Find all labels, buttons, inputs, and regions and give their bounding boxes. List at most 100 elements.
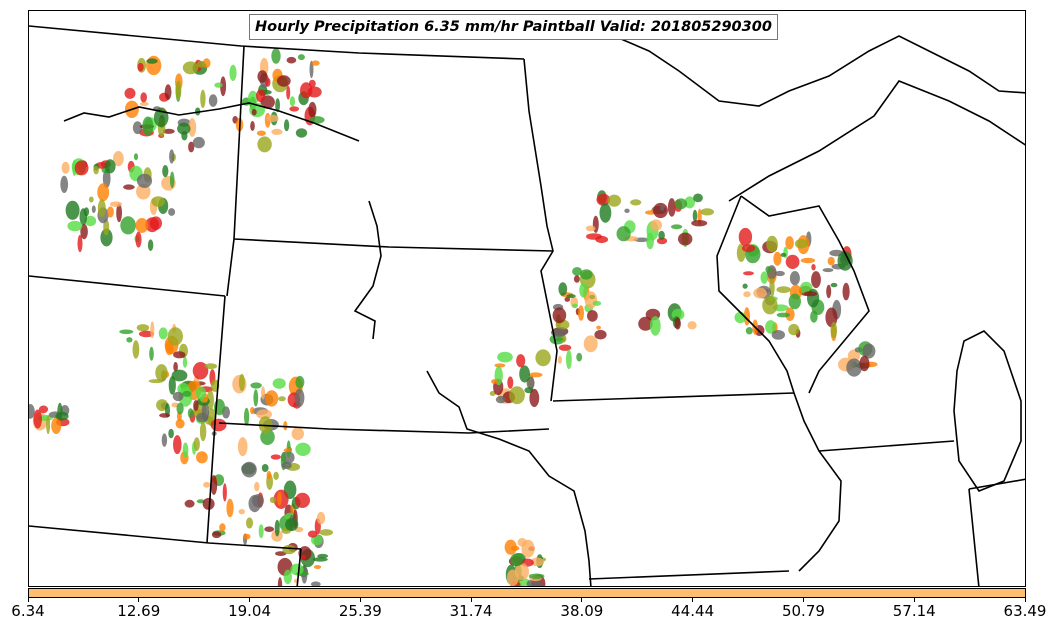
precip-blob [316, 511, 326, 525]
border-wyoming-east [206, 295, 226, 544]
precip-blob [734, 311, 747, 324]
precip-blob [210, 418, 227, 432]
precip-blob [529, 388, 540, 408]
precip-blob [785, 307, 795, 321]
precip-blob [528, 372, 543, 378]
colorbar-tick-label: 44.44 [671, 602, 715, 620]
precip-blob [202, 497, 215, 510]
border-montana-south [29, 25, 525, 60]
precip-blob [630, 199, 642, 206]
border-montana-east [226, 45, 245, 297]
precip-blob [271, 128, 283, 135]
precip-blob [319, 529, 334, 536]
precip-blob [253, 389, 259, 407]
precip-blob [494, 363, 506, 368]
precip-blob [607, 194, 621, 207]
colorbar-tick-label: 6.34 [11, 602, 45, 620]
precip-blob [300, 82, 313, 99]
colorbar-tick [913, 598, 915, 602]
precip-blob [100, 228, 113, 247]
precip-blob [674, 198, 688, 210]
river-missouri [426, 370, 592, 586]
precip-blob [742, 283, 748, 289]
precip-blob [192, 136, 205, 149]
precip-blob [103, 218, 110, 236]
precip-blob [773, 251, 782, 266]
precip-blob [312, 557, 328, 562]
colorbar-tick [470, 598, 472, 602]
precip-blob [811, 264, 816, 271]
precip-blob [309, 60, 314, 79]
precip-blob [519, 365, 530, 383]
montana-river [63, 102, 360, 142]
precip-blob [592, 300, 602, 306]
precip-blob [175, 418, 185, 429]
precip-blob [51, 417, 62, 435]
precip-blob [286, 56, 297, 64]
precip-blob [246, 517, 253, 529]
precip-blob [248, 90, 258, 106]
precip-blob [177, 122, 191, 135]
precip-blob [309, 116, 325, 124]
precip-blob [278, 396, 286, 402]
border-colorado-east [296, 548, 302, 586]
precip-blob [173, 435, 182, 455]
precip-blob [175, 80, 182, 100]
precip-blob [616, 226, 631, 242]
precip-blob [530, 557, 545, 567]
precip-blob [596, 325, 601, 330]
precip-blob [313, 565, 322, 569]
precip-blob [136, 324, 150, 332]
precip-blob [132, 340, 140, 359]
precip-blob [250, 382, 262, 389]
precip-blob [308, 101, 317, 118]
border-ohio-west [968, 488, 980, 586]
precip-blob [208, 94, 218, 107]
precip-blob [780, 252, 787, 257]
precip-blob [155, 364, 168, 382]
precip-blob [196, 412, 209, 423]
border-north-dakota-south [233, 238, 554, 252]
precip-blob [173, 351, 186, 359]
precip-blob [257, 136, 272, 153]
precip-blob [270, 454, 281, 460]
precip-blob [176, 402, 184, 415]
precip-blob [182, 390, 192, 397]
precip-blob [238, 509, 245, 515]
precip-blob [552, 307, 567, 324]
precip-blob [109, 201, 122, 207]
colorbar-tick-label: 50.79 [781, 602, 825, 620]
colorbar-tick-label: 25.39 [338, 602, 382, 620]
precip-blob [83, 207, 90, 217]
precip-blob [97, 199, 106, 218]
precip-blob [168, 376, 176, 395]
precip-blob [252, 494, 264, 508]
precip-blob [169, 149, 175, 164]
precip-blob [295, 375, 305, 389]
precip-blob [102, 169, 111, 188]
precip-blob [521, 539, 535, 558]
precip-blob [656, 237, 668, 245]
map-panel [28, 10, 1026, 587]
precip-blob [266, 114, 279, 122]
colorbar-tick [802, 598, 804, 602]
precip-blob [151, 196, 165, 207]
precip-blob [307, 530, 318, 538]
precip-blob [269, 496, 277, 504]
precip-blob [256, 409, 272, 420]
precip-blob [596, 193, 611, 206]
precip-blob [650, 219, 662, 231]
precip-blob [297, 54, 305, 61]
river-missouri-north [353, 200, 382, 340]
precip-blob [504, 539, 517, 555]
precip-blob [140, 92, 147, 103]
border-missouri-north [588, 570, 790, 580]
precip-blob [684, 196, 695, 209]
precip-blob [649, 316, 661, 336]
precip-blob [822, 268, 834, 273]
lake-superior-shore [728, 80, 1025, 202]
precip-blob [238, 373, 245, 392]
precip-blob [284, 119, 290, 132]
precip-blob [846, 358, 862, 377]
precip-blob [123, 184, 135, 190]
